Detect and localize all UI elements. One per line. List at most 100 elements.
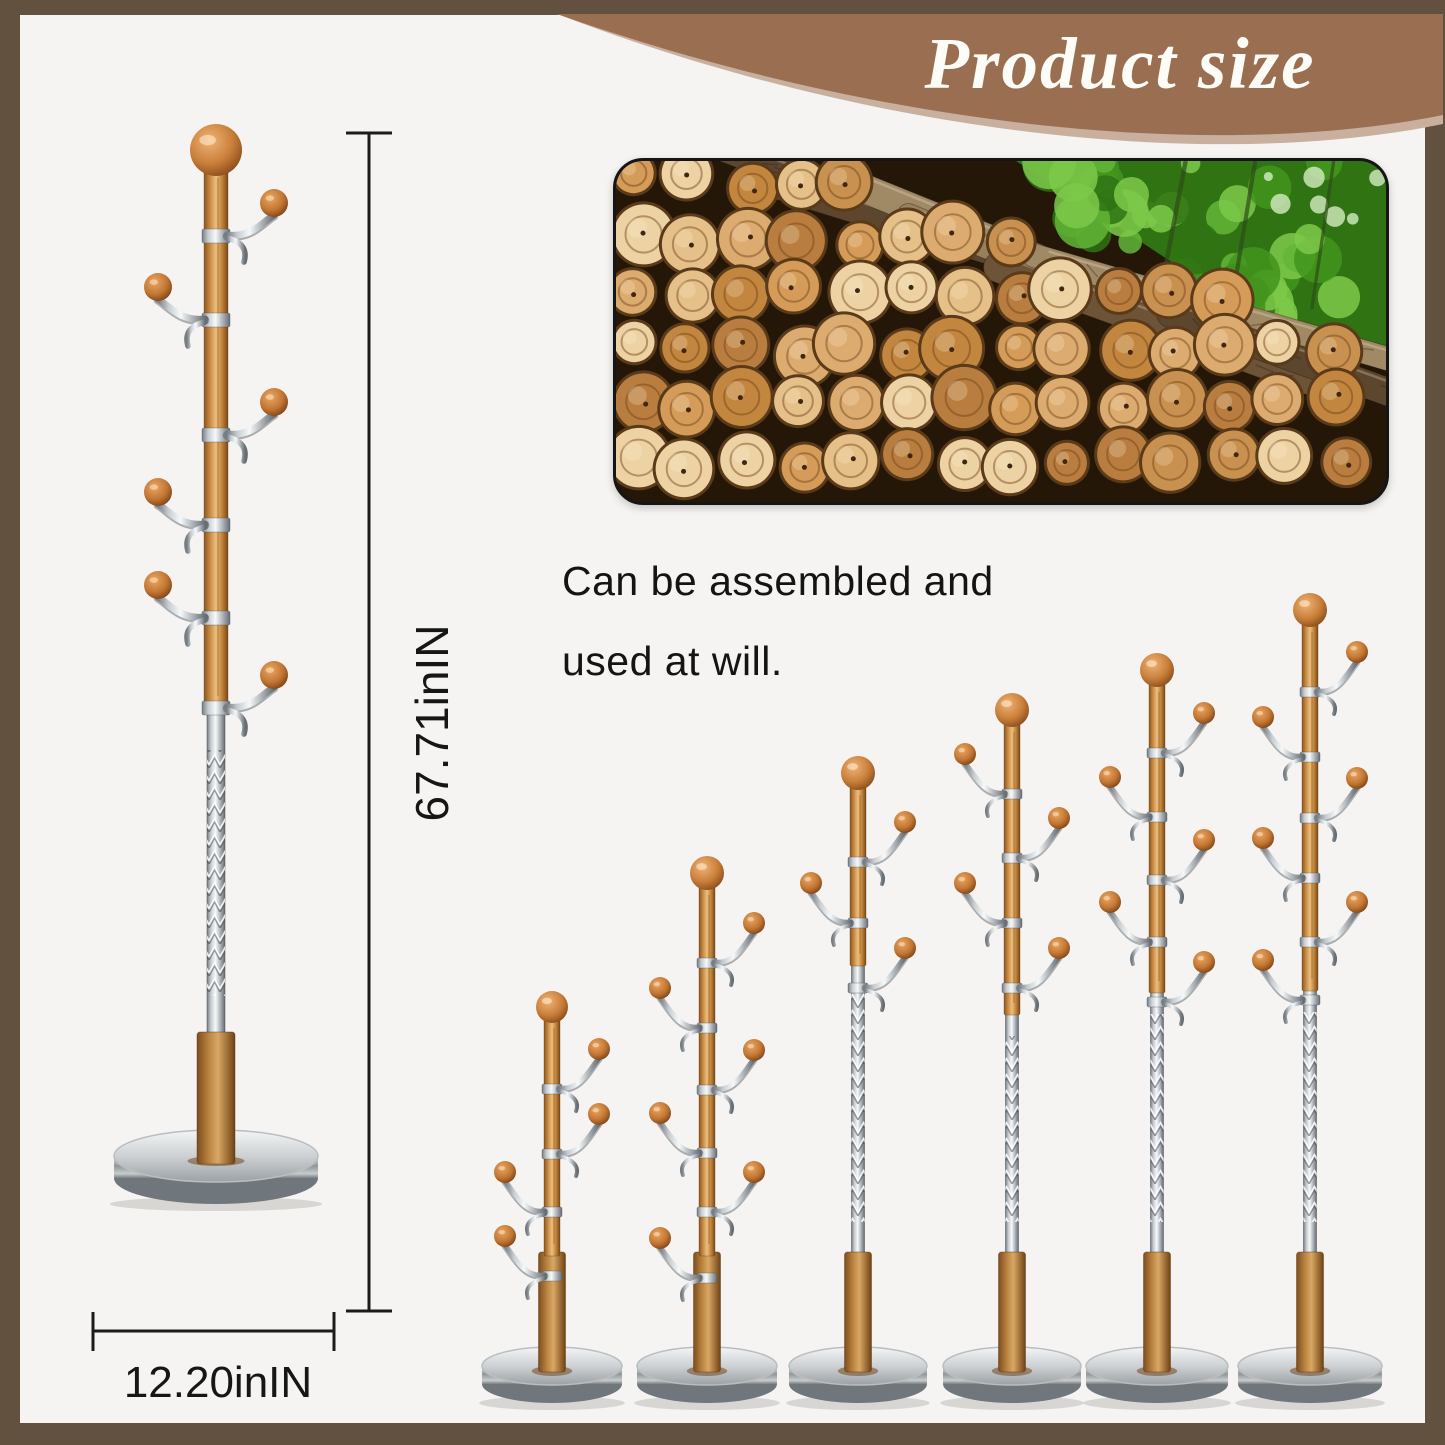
hook xyxy=(1252,706,1321,781)
hook-knob xyxy=(144,478,172,506)
wood-pole xyxy=(1003,719,1021,1016)
wood-sleeve xyxy=(693,1251,721,1373)
hook-knob xyxy=(1252,949,1274,971)
hook xyxy=(541,1103,610,1178)
wood-pole xyxy=(1301,619,1319,992)
banner-title: Product size xyxy=(924,23,1316,104)
wood-sleeve xyxy=(538,1251,566,1373)
hook xyxy=(541,1038,610,1113)
hook xyxy=(144,571,231,647)
hook xyxy=(1252,827,1321,902)
hook-knob xyxy=(954,743,976,765)
hook xyxy=(649,1227,718,1302)
wood-sleeve xyxy=(998,1251,1026,1373)
hook xyxy=(847,811,916,886)
hook xyxy=(1146,829,1215,904)
coat-rack-main xyxy=(109,124,323,1211)
coat-rack-3 xyxy=(786,756,930,1410)
hook-knob xyxy=(1099,891,1121,913)
hook-knob xyxy=(743,1161,765,1183)
hook xyxy=(1099,766,1168,841)
hook-knob xyxy=(494,1225,516,1247)
hook xyxy=(847,937,916,1012)
wood-pole xyxy=(849,782,867,967)
wood-pole xyxy=(543,1015,561,1257)
product-size-banner xyxy=(557,14,1443,145)
hook xyxy=(1299,767,1368,842)
hook xyxy=(494,1225,563,1300)
hook-knob xyxy=(1346,891,1368,913)
hook-knob xyxy=(743,912,765,934)
hook xyxy=(1252,949,1321,1024)
hook-knob xyxy=(649,1102,671,1124)
hook xyxy=(649,1102,718,1177)
hook xyxy=(1001,937,1070,1012)
hook xyxy=(696,1161,765,1236)
top-knob xyxy=(1293,593,1327,627)
wood-pole xyxy=(698,882,716,1257)
top-knob xyxy=(190,124,242,176)
hook-knob xyxy=(1193,829,1215,851)
note-line-2: used at will. xyxy=(562,638,783,684)
hook-knob xyxy=(743,1039,765,1061)
hook-knob xyxy=(1193,702,1215,724)
hook-knob xyxy=(1193,951,1215,973)
hook-knob xyxy=(494,1161,516,1183)
hook xyxy=(1099,891,1168,966)
hook-knob xyxy=(260,189,288,217)
wood-sleeve xyxy=(1296,1251,1324,1373)
hook-knob xyxy=(1252,827,1274,849)
hook-knob xyxy=(800,872,822,894)
log-ends-wall xyxy=(616,161,1373,501)
wood-sleeve xyxy=(844,1251,872,1373)
stacked-logs-art xyxy=(616,161,1386,502)
hook-knob xyxy=(588,1038,610,1060)
hook-knob xyxy=(649,1227,671,1249)
hook-knob xyxy=(144,571,172,599)
top-knob xyxy=(536,991,568,1023)
hook xyxy=(201,189,288,265)
hook-knob xyxy=(954,872,976,894)
hook-knob xyxy=(260,661,288,689)
stacked-logs-photo xyxy=(613,158,1389,505)
hook-knob xyxy=(588,1103,610,1125)
hook xyxy=(1299,891,1368,966)
coat-rack-5 xyxy=(1083,653,1231,1410)
hook-knob xyxy=(1252,706,1274,728)
banner-shape xyxy=(557,14,1443,136)
hook xyxy=(144,478,231,554)
hook-knob xyxy=(1099,766,1121,788)
top-knob xyxy=(1140,653,1174,687)
hook xyxy=(954,872,1023,947)
hook-knob xyxy=(1048,937,1070,959)
note-line-1: Can be assembled and xyxy=(562,558,994,604)
hook-knob xyxy=(144,273,172,301)
hook-knob xyxy=(1346,641,1368,663)
hook-knob xyxy=(894,937,916,959)
hook xyxy=(649,977,718,1052)
hook xyxy=(1146,951,1215,1026)
top-knob xyxy=(995,693,1029,727)
hook-knob xyxy=(649,977,671,999)
coat-rack-1 xyxy=(479,991,625,1410)
height-dimension-label: 67.71inIN xyxy=(406,624,458,822)
wood-sleeve xyxy=(1143,1251,1171,1373)
coat-rack-6 xyxy=(1235,593,1385,1410)
hook xyxy=(1146,702,1215,777)
hook-knob xyxy=(260,388,288,416)
width-dimension-label: 12.20inIN xyxy=(123,1358,313,1407)
coat-rack-2 xyxy=(634,856,780,1410)
hook xyxy=(696,1039,765,1114)
hook xyxy=(1001,807,1070,882)
wood-sleeve xyxy=(196,1031,236,1165)
top-knob xyxy=(841,756,875,790)
hook xyxy=(696,912,765,987)
hook xyxy=(144,273,231,349)
hook-knob xyxy=(1048,807,1070,829)
hook xyxy=(201,661,288,737)
hook xyxy=(1299,641,1368,716)
hook-knob xyxy=(894,811,916,833)
hook-knob xyxy=(1346,767,1368,789)
